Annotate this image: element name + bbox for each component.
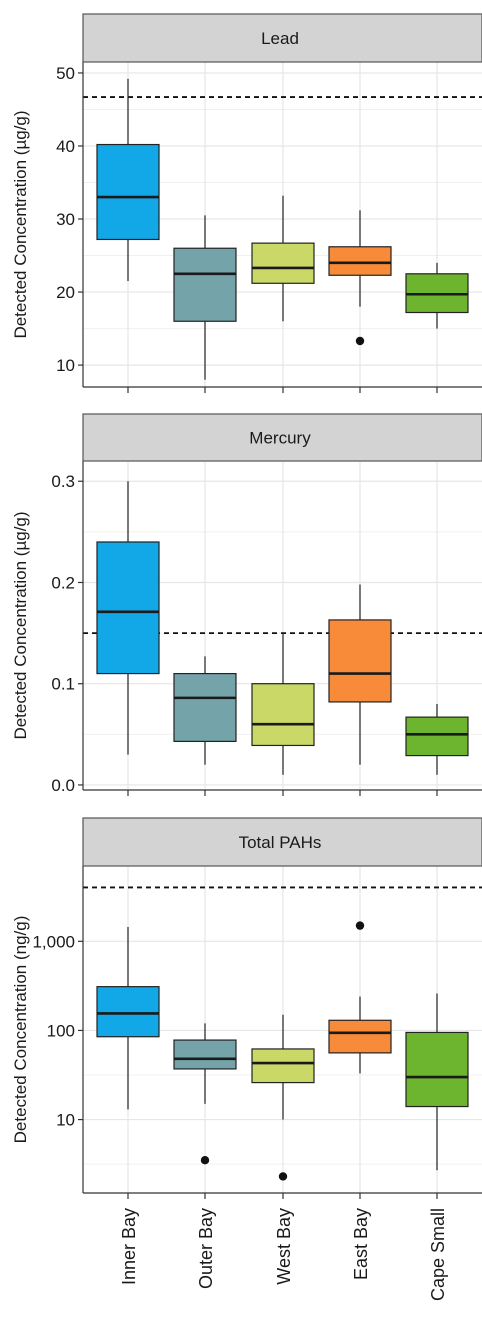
outlier-point	[355, 336, 365, 346]
box-iqr	[251, 242, 315, 284]
box-iqr	[96, 143, 160, 241]
outlier-point	[278, 1172, 288, 1181]
box-iqr	[173, 247, 237, 322]
y-tick-label: 30	[56, 210, 75, 229]
box-iqr	[173, 672, 237, 743]
box-east-bay	[328, 210, 392, 346]
box-cape-small	[405, 703, 469, 775]
box-west-bay	[251, 633, 315, 775]
facet-title: Total PAHs	[239, 833, 322, 852]
box-iqr	[328, 1019, 392, 1054]
y-axis-title: Detected Concentration (ng/g)	[11, 916, 30, 1144]
y-tick-label: 20	[56, 283, 75, 302]
box-inner-bay	[96, 481, 160, 755]
y-tick-label: 50	[56, 64, 75, 83]
box-iqr	[173, 1039, 237, 1070]
box-west-bay	[251, 195, 315, 322]
box-cape-small	[405, 262, 469, 329]
facet-strip	[82, 13, 482, 63]
y-axis-title: Detected Concentration (µg/g)	[11, 511, 30, 739]
box-iqr	[405, 1031, 469, 1108]
x-axis: Inner Bay Outer Bay West Bay East Bay Cape S…	[119, 1208, 448, 1301]
box-iqr	[328, 619, 392, 703]
facet-title: Mercury	[249, 429, 311, 448]
box-iqr	[405, 716, 469, 757]
facet-title: Lead	[261, 29, 299, 48]
panel-total-pahs: 10 100 1,000 Total PAHs Detected Concentrati…	[11, 817, 482, 1199]
y-tick-label: 10	[56, 1111, 75, 1130]
panel-lead: 10 20 30 40 50 Lead Detected Concentration (µg…	[11, 13, 482, 393]
y-tick-label: 1,000	[32, 932, 75, 951]
outlier-point	[355, 921, 365, 930]
box-outer-bay	[173, 1023, 237, 1165]
x-tick-label-east-bay: East Bay	[351, 1208, 371, 1280]
y-tick-label: 0.0	[51, 776, 75, 795]
y-tick-label: 40	[56, 137, 75, 156]
facet-strip	[82, 817, 482, 867]
box-iqr	[96, 541, 160, 675]
y-tick-label: 10	[56, 356, 75, 375]
box-east-bay	[328, 921, 392, 1074]
x-tick-label-outer-bay: Outer Bay	[196, 1208, 216, 1289]
panel-mercury: 0.0 0.1 0.2 0.3 Mercury Detected Concentratio…	[11, 413, 482, 796]
box-inner-bay	[96, 78, 160, 282]
y-tick-label: 100	[47, 1021, 75, 1040]
x-tick-label-cape-small: Cape Small	[428, 1208, 448, 1301]
box-iqr	[251, 1048, 315, 1084]
y-axis-title: Detected Concentration (µg/g)	[11, 110, 30, 338]
box-west-bay	[251, 1014, 315, 1181]
y-tick-label: 0.1	[51, 675, 75, 694]
box-iqr	[328, 246, 392, 276]
box-iqr	[96, 986, 160, 1038]
box-cape-small	[405, 993, 469, 1171]
outlier-point	[200, 1156, 210, 1165]
box-inner-bay	[96, 926, 160, 1110]
x-tick-label-west-bay: West Bay	[274, 1208, 294, 1285]
y-tick-label: 0.3	[51, 472, 75, 491]
box-east-bay	[328, 584, 392, 765]
x-tick-label-inner-bay: Inner Bay	[119, 1208, 139, 1285]
box-outer-bay	[173, 215, 237, 380]
box-iqr	[251, 683, 315, 747]
facet-strip	[82, 413, 482, 462]
y-tick-label: 0.2	[51, 573, 75, 592]
box-outer-bay	[173, 656, 237, 765]
